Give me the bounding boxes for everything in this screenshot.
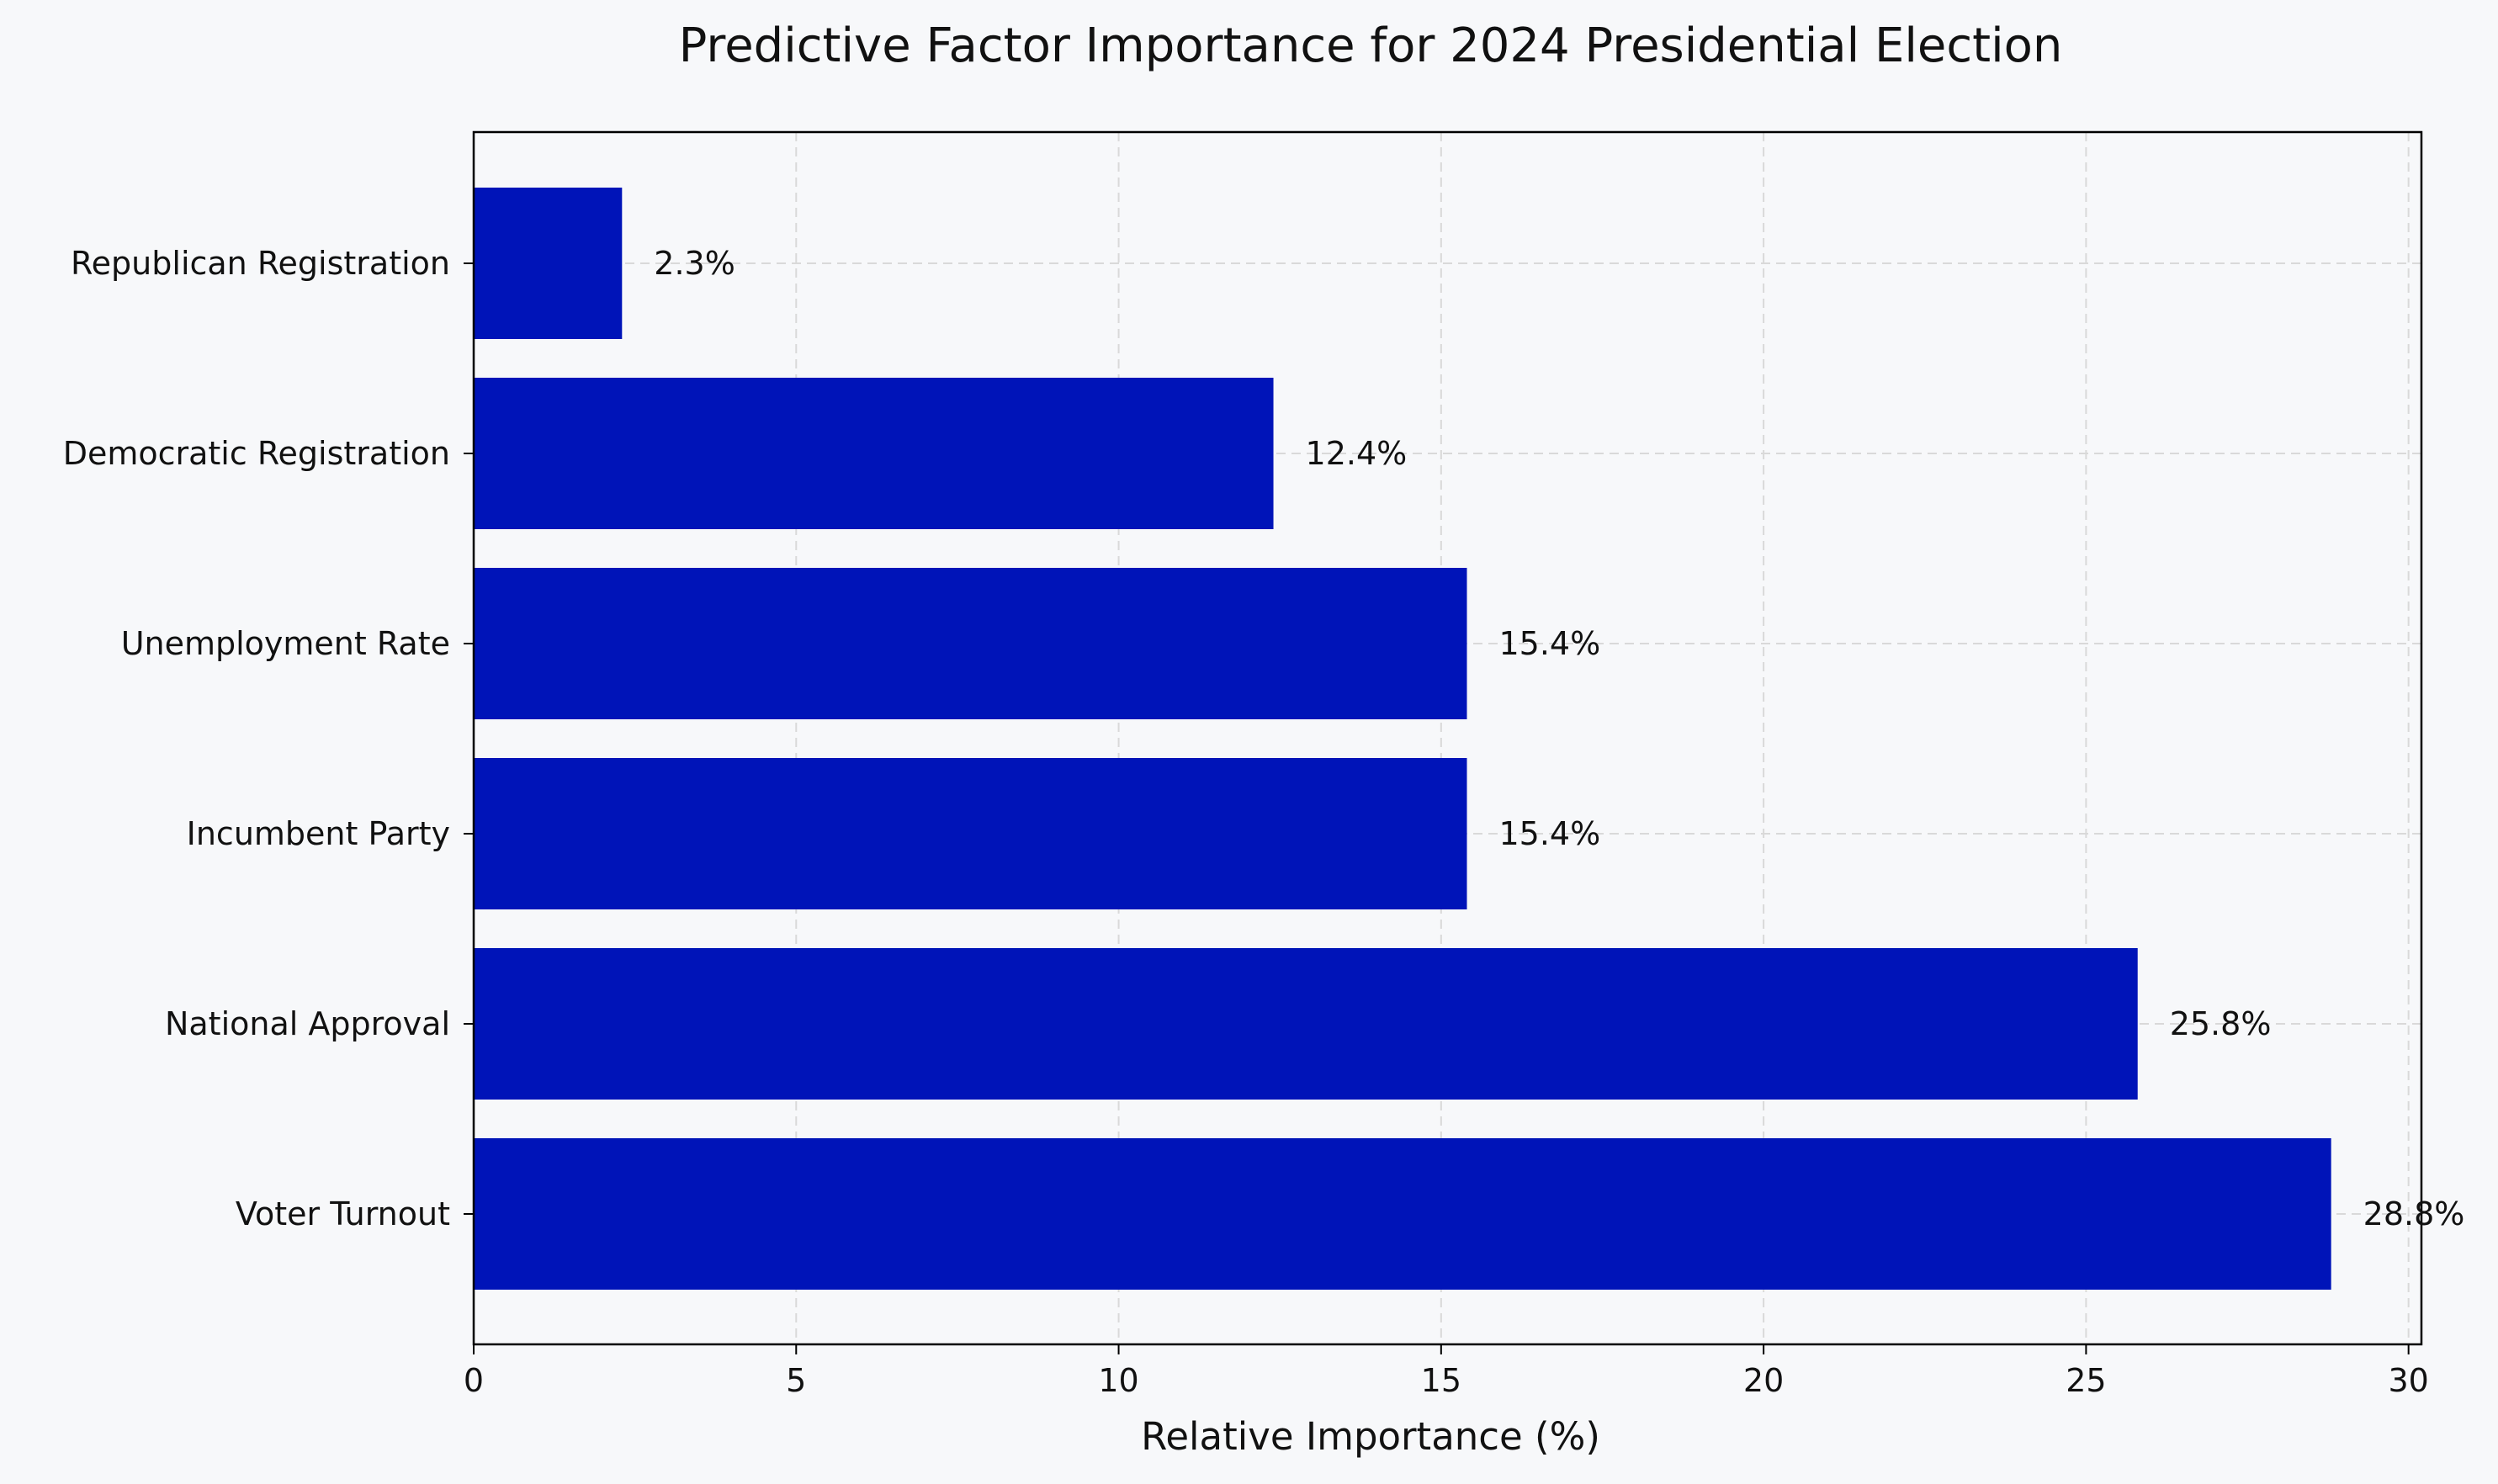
bar	[474, 948, 2138, 1100]
bar	[474, 758, 1467, 909]
y-tick-label: Voter Turnout	[236, 1195, 450, 1232]
x-tick-label: 10	[1098, 1362, 1138, 1399]
x-tick-label: 0	[464, 1362, 484, 1399]
bar-value-label: 15.4%	[1498, 625, 1600, 662]
y-tick-label: Democratic Registration	[63, 435, 450, 472]
data-labels: 28.8% 25.8% 15.4% 15.4% 12.4% 2.3%	[654, 245, 2464, 1232]
bar-value-label: 28.8%	[2363, 1195, 2465, 1232]
y-tick-label: Incumbent Party	[187, 815, 450, 852]
bar-value-label: 25.8%	[2170, 1005, 2272, 1042]
bar	[474, 1138, 2331, 1290]
bar	[474, 188, 623, 339]
x-tick-label: 30	[2388, 1362, 2428, 1399]
x-tick-label: 15	[1421, 1362, 1461, 1399]
y-tick-label: National Approval	[165, 1005, 450, 1042]
x-axis-label: Relative Importance (%)	[1141, 1414, 1600, 1459]
bar-value-label: 15.4%	[1498, 815, 1600, 852]
tick-labels: 0 5 10 15 20 25 30 Voter Turnout National Approv…	[63, 245, 2429, 1399]
x-tick-label: 25	[2066, 1362, 2106, 1399]
bar-value-label: 12.4%	[1306, 435, 1408, 472]
axes	[464, 130, 2423, 1354]
y-tick-label: Unemployment Rate	[121, 625, 450, 662]
y-tick-label: Republican Registration	[71, 245, 450, 282]
x-tick-label: 5	[786, 1362, 806, 1399]
chart-title: Predictive Factor Importance for 2024 Pr…	[679, 19, 2063, 73]
plot-frame	[472, 130, 2423, 1346]
bars	[474, 188, 2331, 1290]
x-tick-label: 20	[1743, 1362, 1784, 1399]
bar	[474, 378, 1274, 529]
bar-value-label: 2.3%	[654, 245, 735, 282]
bar	[474, 568, 1467, 719]
